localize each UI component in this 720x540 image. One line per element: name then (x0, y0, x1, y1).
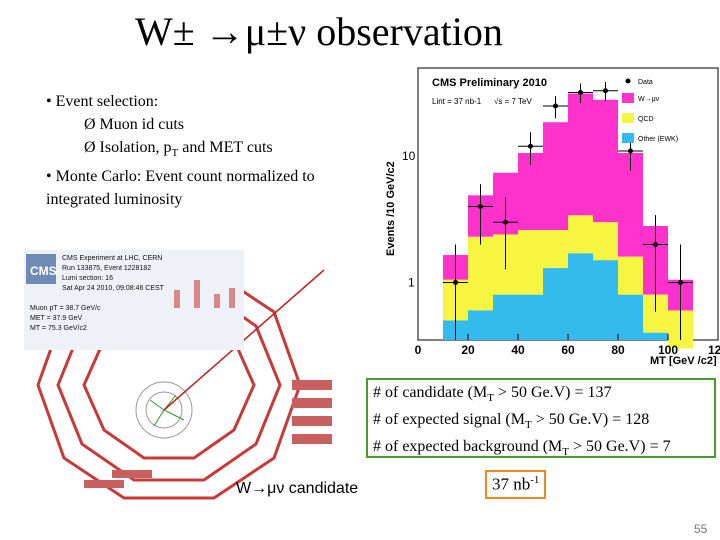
bar-ewk-1 (468, 310, 493, 340)
bullet-isolation-text: Ø Isolation, p (84, 139, 172, 156)
x-tick-80: 80 (611, 343, 625, 357)
event-info-run: Run 133875, Event 1228182 (62, 265, 151, 272)
chart-title: CMS Preliminary 2010 (432, 77, 547, 89)
bullet-isolation-text-2: and MET cuts (178, 139, 273, 156)
legend-qcd-swatch (622, 113, 634, 123)
count-background-text: # of expected background (M (373, 438, 563, 456)
bar-ewk-4 (543, 268, 568, 340)
x-axis-label: MT [GeV /c2] (650, 355, 717, 366)
y-tick-10: 10 (402, 149, 416, 163)
count-signal: # of expected signal (MT > 50 Ge.V) = 12… (373, 409, 714, 436)
count-signal-value: > 50 Ge.V) = 128 (531, 411, 650, 429)
bar-qcd-3 (518, 230, 543, 295)
x-tick-20: 20 (461, 343, 475, 357)
mt-histogram: 0 20 40 60 80 100 120 CMS Preliminary 2010 Lin… (385, 67, 720, 366)
cms-logo (26, 254, 56, 284)
bar-ewk-7 (618, 294, 643, 340)
slide-title: W± →μ±ν observation (135, 9, 503, 54)
bar-ewk-8 (643, 332, 668, 340)
bullet-isolation-sub: T (171, 147, 179, 160)
event-info-experiment: CMS Experiment at LHC, CERN (62, 255, 162, 262)
luminosity-exponent: -1 (530, 474, 540, 486)
event-info-muon-pt: Muon pT = 38.7 GeV/c (30, 305, 101, 312)
data-point-5 (578, 89, 583, 95)
bar-w-5 (568, 93, 593, 216)
count-signal-sub: T (524, 419, 532, 432)
bar-qcd-1 (468, 236, 493, 311)
page-number: 55 (694, 522, 708, 536)
luminosity-value: 37 nb (492, 474, 531, 494)
bar-qcd-6 (593, 222, 618, 261)
data-point-0 (453, 279, 458, 285)
event-info-mt: MT = 75.3 GeV/c2 (30, 325, 87, 332)
bar-ewk-2 (493, 294, 518, 340)
tracks (149, 394, 185, 427)
bar-ewk-3 (518, 294, 543, 340)
bar-qcd-5 (568, 215, 593, 254)
y-axis-label: Events /10 GeV/c2 (385, 161, 397, 256)
event-info-met: MET = 37.9 GeV (30, 315, 83, 322)
bar-ewk-6 (593, 260, 618, 340)
bar-w-4 (543, 122, 568, 231)
bullet-event-selection: • Event selection: (46, 93, 159, 110)
x-tick-0: 0 (415, 343, 422, 357)
count-candidates-text: # of candidate (M (373, 384, 488, 401)
bullet-isolation: Ø Isolation, pT and MET cuts (46, 136, 315, 165)
x-tick-60: 60 (561, 343, 575, 357)
bar-w-6 (593, 99, 618, 223)
legend: Data W→μν QCD Other (EWK) (622, 78, 678, 143)
cms-logo-text: CMS (30, 264, 57, 278)
muon-chamber-hits (84, 380, 332, 488)
bar-qcd-4 (543, 230, 568, 269)
event-info-panel (24, 250, 244, 350)
lego-plot (174, 280, 235, 308)
chart-energy-annotation: √s = 7 TeV (494, 97, 532, 106)
legend-w-swatch (622, 93, 634, 103)
luminosity-box: 37 nb-1 (485, 470, 547, 499)
data-point-4 (553, 103, 558, 109)
x-tick-120: 120 (708, 343, 720, 357)
legend-qcd-label: QCD (638, 116, 654, 123)
event-info-lumi-section: Lumi section: 16 (62, 275, 113, 282)
event-info: CMS Experiment at LHC, CERN Run 133875, … (30, 255, 165, 332)
x-tick-40: 40 (511, 343, 525, 357)
legend-w-label: W→μν (638, 96, 660, 103)
legend-data-marker (625, 78, 631, 84)
x-tick-100: 100 (658, 343, 678, 357)
bullet-monte-carlo-cont: integrated luminosity (46, 191, 183, 209)
chart-lumi-annotation: Lint = 37 nb-1 (432, 97, 482, 106)
bar-w-3 (518, 153, 543, 231)
event-display: CMS CMS Experiment at LHC, CERN Run 1338… (24, 250, 364, 512)
bar-ewk-5 (568, 253, 593, 340)
data-point-8 (653, 241, 658, 247)
count-background-value: > 50 Ge.V) = 7 (569, 438, 671, 456)
data-point-7 (628, 148, 633, 154)
count-candidates-value: > 50 Ge.V) = 137 (493, 384, 612, 401)
x-axis-ticks: 0 20 40 60 80 100 120 (415, 334, 720, 357)
legend-data-label: Data (638, 79, 653, 86)
legend-ewk-swatch (622, 133, 634, 143)
event-info-date: Sat Apr 24 2010, 09:08:46 CEST (62, 285, 165, 292)
count-background: # of expected background (MT > 50 Ge.V) … (373, 436, 714, 463)
count-signal-text: # of expected signal (M (373, 411, 525, 429)
bullet-monte-carlo: • Monte Carlo: Event count normalized to (46, 168, 315, 186)
count-candidates: # of candidate (MT > 50 Ge.V) = 137 (373, 382, 714, 409)
bar-qcd-7 (618, 256, 643, 295)
event-count-box: # of candidate (MT > 50 Ge.V) = 137 # of… (366, 378, 716, 459)
data-point-6 (603, 88, 608, 94)
bullet-muon-id: Ø Muon id cuts (84, 116, 184, 133)
inner-tracker (135, 381, 193, 439)
candidate-label: W→μν candidate (236, 480, 359, 497)
data-point-3 (528, 143, 533, 149)
legend-ewk-label: Other (EWK) (638, 136, 678, 143)
data-point-2 (503, 219, 508, 225)
data-point-9 (678, 279, 683, 285)
data-points (443, 81, 693, 340)
count-background-sub: T (562, 446, 569, 459)
data-point-1 (478, 203, 483, 209)
bullet-list: • Event selection: Ø Muon id cuts Ø Isol… (46, 90, 315, 211)
count-candidates-sub: T (487, 392, 494, 405)
y-tick-1: 1 (408, 275, 415, 289)
